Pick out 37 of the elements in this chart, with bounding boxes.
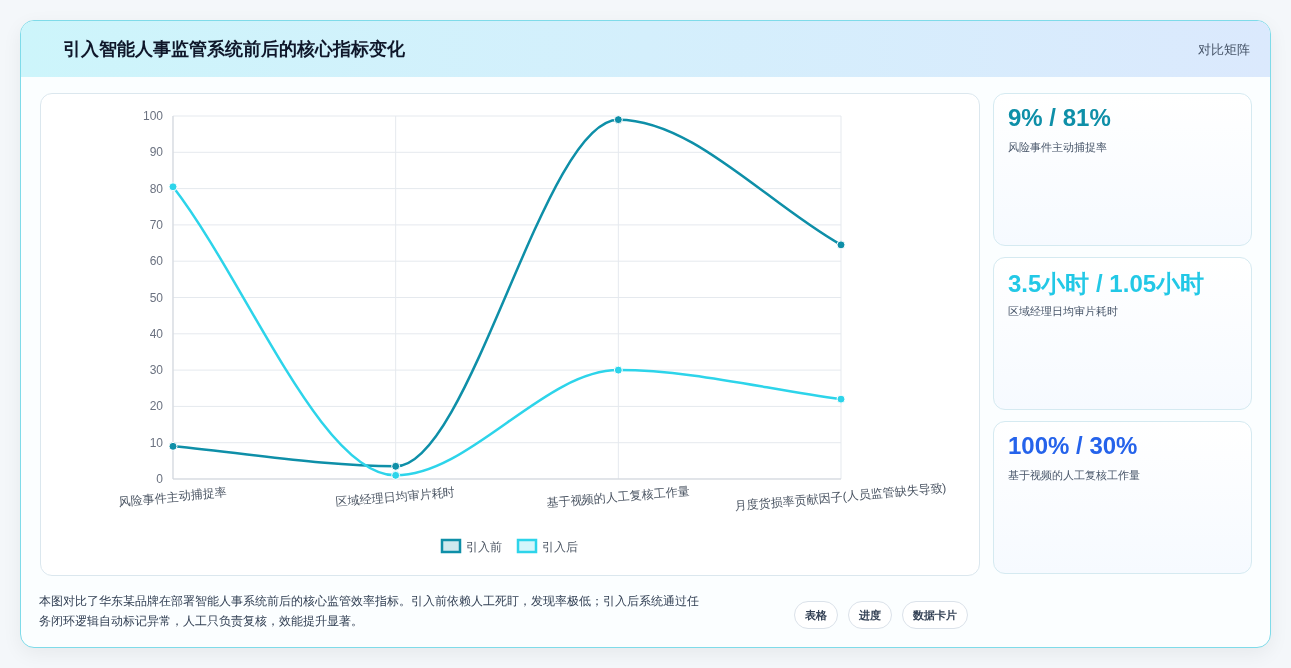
text: 区域经理日均审片耗时 bbox=[1008, 304, 1118, 319]
x-tick-label: 风险事件主动捕捉率 bbox=[118, 485, 228, 509]
y-tick-label: 60 bbox=[149, 254, 164, 269]
text: 3.5小时 / 1.05小时 bbox=[1008, 269, 1205, 299]
point bbox=[391, 470, 401, 480]
legend-label: 引入前 bbox=[466, 540, 502, 554]
y-tick-label: 20 bbox=[149, 399, 164, 414]
x-tick-label: 区域经理日均审片耗时 bbox=[334, 484, 456, 510]
y-tick-label: 80 bbox=[149, 181, 164, 196]
point bbox=[836, 394, 846, 404]
text: 表格 bbox=[794, 601, 838, 629]
y-tick-label: 50 bbox=[149, 290, 164, 305]
y-tick-label: 10 bbox=[149, 435, 164, 450]
point bbox=[168, 441, 178, 451]
text: 基于视频的人工复核工作量 bbox=[1008, 468, 1140, 483]
text: 100% / 30% bbox=[1008, 432, 1138, 460]
text: 风险事件主动捕捉率 bbox=[1008, 140, 1107, 155]
point bbox=[168, 182, 178, 192]
chart-title: 引入智能人事监管系统前后的核心指标变化 bbox=[63, 38, 405, 61]
legend-label: 引入后 bbox=[542, 540, 578, 554]
text: 数据卡片 bbox=[902, 601, 968, 629]
x-tick-label: 基于视频的人工复核工作量 bbox=[545, 483, 691, 511]
y-tick-label: 100 bbox=[142, 109, 164, 123]
y-tick-label: 70 bbox=[149, 217, 164, 232]
x-tick-label: 月度货损率贡献因子(人员监管缺失导致) bbox=[734, 480, 947, 514]
text: 9% / 81% bbox=[1008, 104, 1111, 132]
text: 进度 bbox=[848, 601, 892, 629]
point bbox=[613, 115, 623, 125]
text: 本图对比了华东某品牌在部署智能人事系统前后的核心监管效率指标。引入前依赖人工死盯，发现率极低；引入后系统通过任务闭环逻辑自动标记异常，人工只负责复核，效能提升显著。 bbox=[39, 593, 700, 630]
y-tick-label: 30 bbox=[149, 363, 164, 378]
point bbox=[613, 365, 623, 375]
y-tick-label: 90 bbox=[149, 145, 164, 160]
text: 对比矩阵 bbox=[1198, 41, 1250, 59]
point bbox=[836, 240, 846, 250]
y-tick-label: 40 bbox=[149, 326, 164, 341]
point bbox=[391, 461, 401, 471]
y-tick-label: 0 bbox=[156, 472, 164, 486]
